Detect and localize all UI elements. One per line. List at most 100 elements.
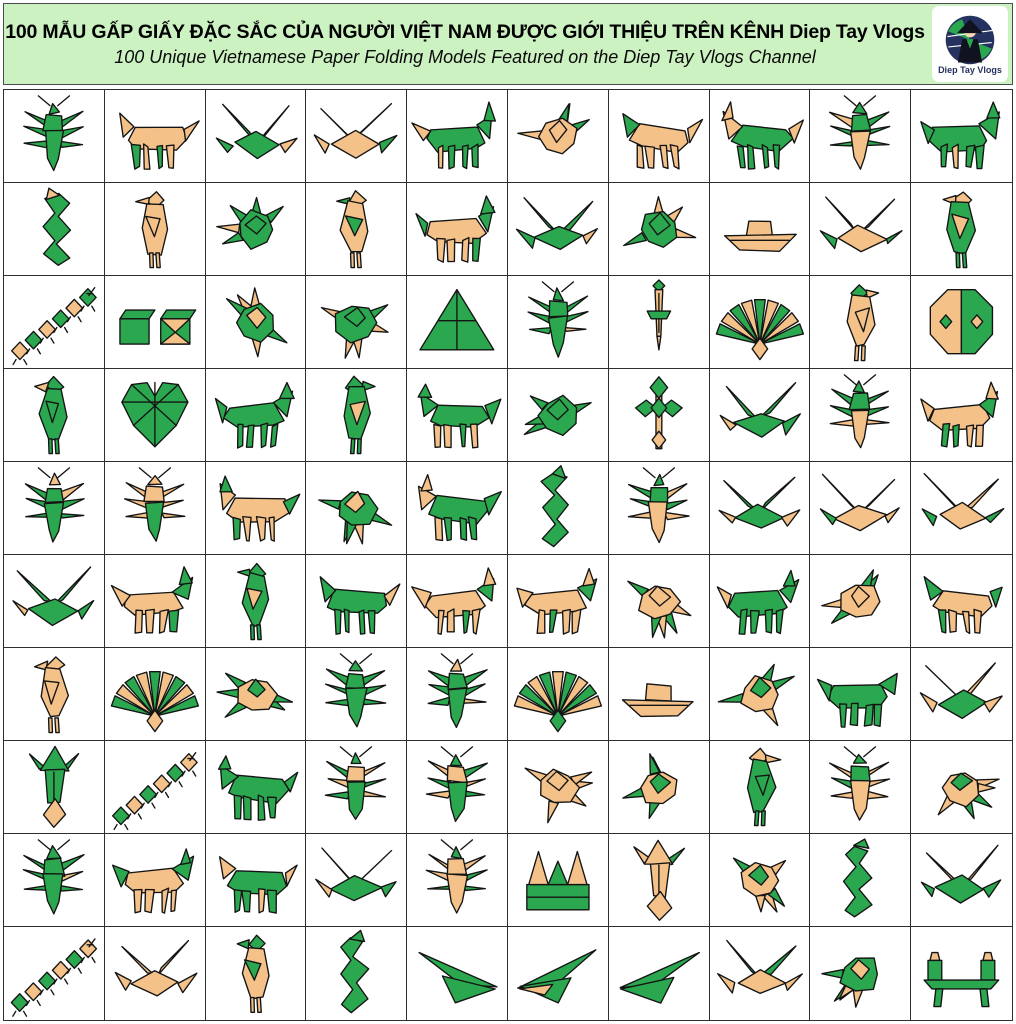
origami-r7c6-turkey <box>508 648 609 741</box>
origami-r1c3-crane <box>205 90 307 183</box>
channel-logo-text: Diep Tay Vlogs <box>938 64 1002 75</box>
origami-r9c4-pigeon <box>306 834 408 927</box>
poster-title: 100 MẪU GẤP GIẤY ĐẶC SẮC CỦA NGƯỜI VIỆT … <box>5 20 925 43</box>
origami-r3c10-paper-ball <box>911 276 1012 369</box>
origami-r2c2-kiwi-bird <box>104 183 206 276</box>
origami-r2c6-phoenix <box>508 183 609 276</box>
origami-r6c3-hare <box>205 555 307 648</box>
origami-r9c10-swallow <box>911 834 1012 927</box>
origami-r7c8-rose <box>709 648 811 741</box>
origami-r6c2-donkey <box>104 555 206 648</box>
origami-r5c3-llama <box>205 462 307 555</box>
channel-logo: Diep Tay Vlogs <box>932 6 1008 82</box>
origami-r2c8-sampan <box>709 183 811 276</box>
header-titles: 100 MẪU GẤP GIẤY ĐẶC SẮC CỦA NGƯỜI VIỆT … <box>4 20 926 69</box>
origami-r7c3-carp <box>205 648 307 741</box>
origami-r9c6-castle <box>508 834 609 927</box>
origami-r10c2-swan <box>104 927 206 1020</box>
origami-r9c8-horseshoe-crab <box>709 834 811 927</box>
origami-r3c6-turtle <box>508 276 609 369</box>
origami-r7c5-cricket <box>407 648 508 741</box>
origami-r1c7-mouse <box>608 90 710 183</box>
origami-r4c10-grasshopper <box>911 369 1012 462</box>
origami-r4c3-rat <box>205 369 307 462</box>
origami-r10c8-goose <box>709 927 811 1020</box>
origami-r7c9-deer <box>810 648 912 741</box>
origami-r8c10-snail <box>911 741 1012 834</box>
origami-r10c6-paper-plane <box>508 927 609 1020</box>
origami-r9c1-lobster <box>4 834 105 927</box>
origami-r10c1-caterpillar <box>4 927 105 1020</box>
origami-r7c10-parrot <box>911 648 1012 741</box>
origami-r7c7-boat <box>608 648 710 741</box>
origami-r8c5-fly <box>407 741 508 834</box>
origami-r7c4-stag-beetle <box>306 648 408 741</box>
origami-r4c4-samurai <box>306 369 408 462</box>
origami-grid <box>3 89 1013 1021</box>
origami-r8c1-squid <box>4 741 105 834</box>
origami-r1c5-horse <box>407 90 508 183</box>
origami-r8c7-frog <box>608 741 710 834</box>
origami-r5c2-longhorn-beetle <box>104 462 206 555</box>
origami-r5c10-chick <box>911 462 1012 555</box>
origami-r3c2-gift-boxes <box>104 276 206 369</box>
origami-r3c3-snail <box>205 276 307 369</box>
origami-r1c4-swan <box>306 90 408 183</box>
origami-r1c1-dragonfly <box>4 90 105 183</box>
origami-r4c6-orangutan <box>508 369 609 462</box>
origami-r10c3-woodpecker <box>205 927 307 1020</box>
origami-r4c9-crab <box>810 369 912 462</box>
origami-r1c8-fox <box>709 90 811 183</box>
origami-r10c9-buffalo-head <box>810 927 912 1020</box>
header-banner: 100 MẪU GẤP GIẤY ĐẶC SẮC CỦA NGƯỜI VIỆT … <box>3 3 1013 85</box>
origami-r5c7-cicada <box>608 462 710 555</box>
origami-r1c9-spider <box>810 90 912 183</box>
origami-r8c8-owl <box>709 741 811 834</box>
origami-r9c9-cobra <box>810 834 912 927</box>
origami-r5c1-flower <box>4 462 105 555</box>
origami-r8c2-centipede <box>104 741 206 834</box>
origami-r3c5-tent <box>407 276 508 369</box>
origami-r8c6-praying-mantis <box>508 741 609 834</box>
origami-r10c10-bridge <box>911 927 1012 1020</box>
origami-r4c2-heart <box>104 369 206 462</box>
origami-r5c8-rooster <box>709 462 811 555</box>
origami-r9c7-squid <box>608 834 710 927</box>
origami-r1c2-cat <box>104 90 206 183</box>
origami-r3c8-hand-fan <box>709 276 811 369</box>
origami-r7c1-ostrich <box>4 648 105 741</box>
origami-r5c5-tiger <box>407 462 508 555</box>
origami-r6c8-pig <box>709 555 811 648</box>
origami-r6c9-rabbit <box>810 555 912 648</box>
origami-r2c1-chameleon <box>4 183 105 276</box>
origami-r9c2-boar <box>104 834 206 927</box>
origami-r6c10-goat <box>911 555 1012 648</box>
origami-r1c10-dog <box>911 90 1012 183</box>
origami-r10c4-seahorse <box>306 927 408 1020</box>
origami-r1c6-gorilla <box>508 90 609 183</box>
origami-r3c4-gecko <box>306 276 408 369</box>
origami-r5c4-kangaroo <box>306 462 408 555</box>
origami-r2c4-monkey <box>306 183 408 276</box>
origami-r8c3-crocodile <box>205 741 307 834</box>
origami-r5c9-hen <box>810 462 912 555</box>
origami-r4c8-dragon <box>709 369 811 462</box>
origami-r2c3-dinosaur <box>205 183 307 276</box>
poster-subtitle: 100 Unique Vietnamese Paper Folding Mode… <box>114 46 816 67</box>
origami-r2c10-penguin <box>911 183 1012 276</box>
origami-r6c7-gibbon <box>608 555 710 648</box>
origami-r10c7-jet-plane <box>608 927 710 1020</box>
origami-r2c5-camel <box>407 183 508 276</box>
origami-r6c4-bull <box>306 555 408 648</box>
origami-r6c5-lion <box>407 555 508 648</box>
origami-r3c9-flamingo <box>810 276 912 369</box>
origami-r9c5-longhorn-beetle <box>407 834 508 927</box>
origami-r2c7-goldfish <box>608 183 710 276</box>
origami-r6c1-bat <box>4 555 105 648</box>
origami-r2c9-sparrow <box>810 183 912 276</box>
origami-r6c6-ox <box>508 555 609 648</box>
origami-r8c4-sea-crab <box>306 741 408 834</box>
origami-r4c1-heron <box>4 369 105 462</box>
origami-r9c3-buffalo <box>205 834 307 927</box>
